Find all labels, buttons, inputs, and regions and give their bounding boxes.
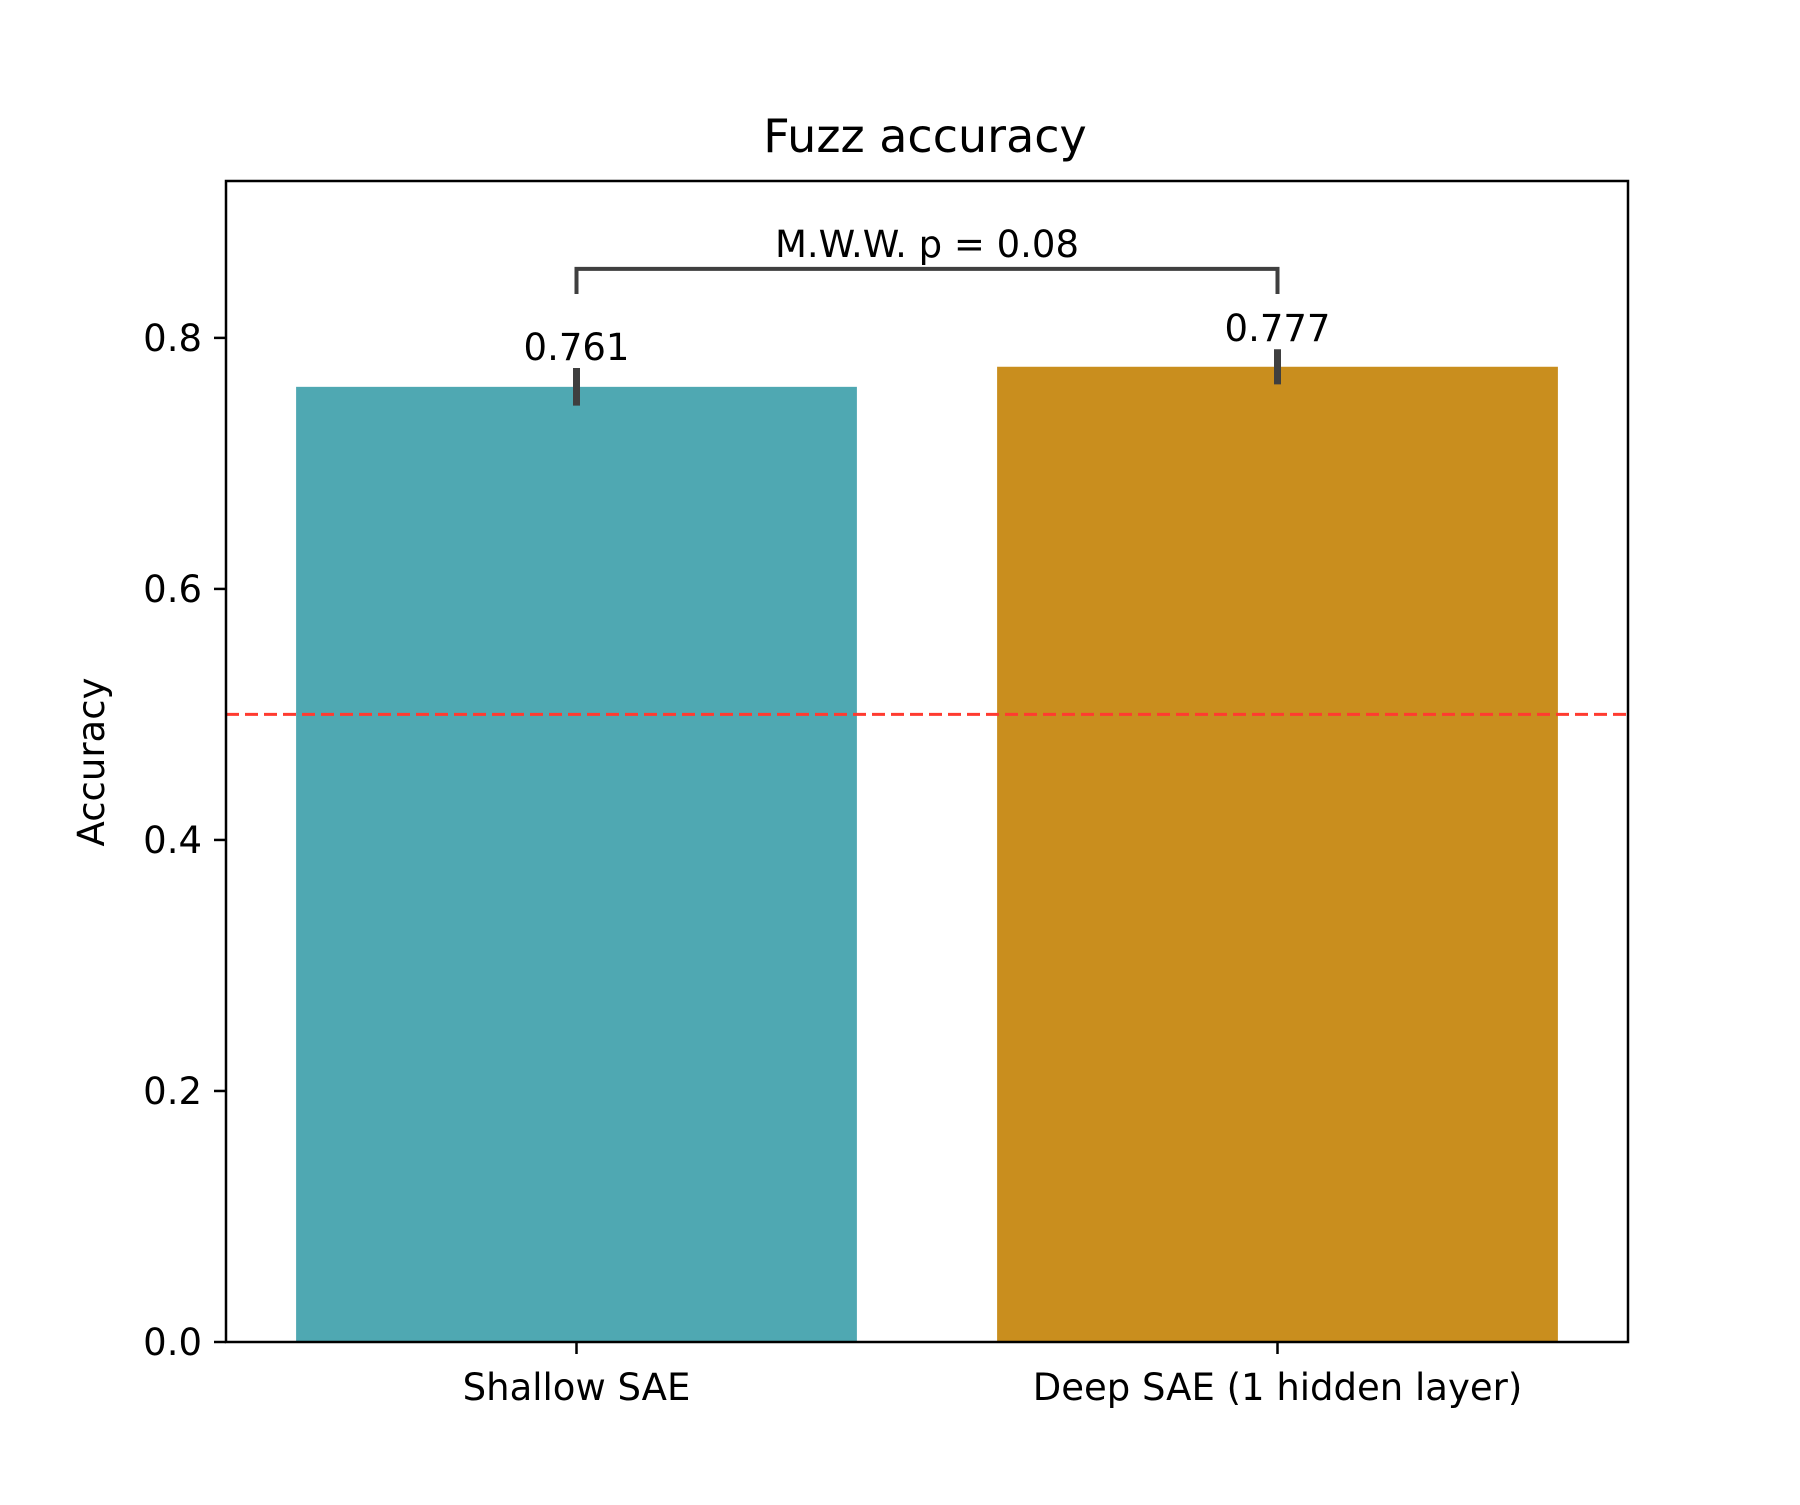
y-axis-label: Accuracy [70,678,113,847]
bar-0 [296,386,857,1342]
y-tick-label-2: 0.4 [143,819,202,862]
y-tick-label-4: 0.8 [143,317,202,360]
chart-title: Fuzz accuracy [763,109,1087,163]
plot-frame [224,179,1630,1344]
x-tick-label-0: Shallow SAE [463,1366,691,1409]
bar-1 [997,366,1558,1342]
y-tick-label-3: 0.6 [143,568,202,611]
value-label-1: 0.777 [1225,307,1331,350]
significance-label: M.W.W. p = 0.08 [775,223,1079,266]
y-tick-label-0: 0.0 [143,1321,202,1364]
value-label-0: 0.761 [524,326,630,369]
significance-bracket [574,266,1280,294]
x-tick-label-1: Deep SAE (1 hidden layer) [1033,1366,1523,1409]
plot-area: 0.761 0.777 M.W.W. p = 0.08 0.0 0.2 0.4 0.6 0.8… [143,179,1630,1409]
y-tick-label-1: 0.2 [143,1070,202,1113]
